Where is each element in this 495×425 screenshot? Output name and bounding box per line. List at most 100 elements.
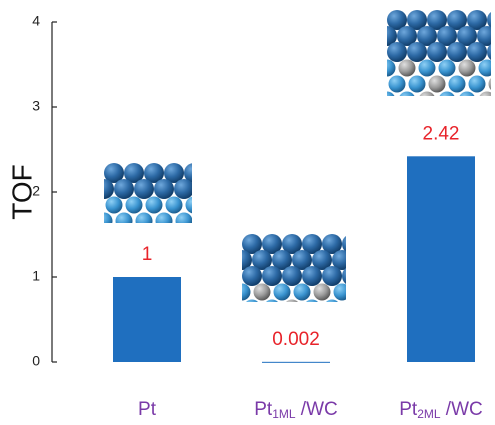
atom	[322, 266, 342, 286]
atom	[262, 234, 282, 254]
atom-cluster	[367, 10, 495, 125]
atom	[478, 59, 491, 77]
atom	[126, 229, 143, 246]
atom	[104, 179, 114, 199]
atom	[387, 26, 397, 46]
atom	[206, 229, 223, 246]
atom	[125, 196, 143, 214]
atom	[145, 196, 163, 214]
atom	[345, 301, 346, 302]
atom	[342, 268, 346, 284]
atom	[418, 59, 436, 77]
atom	[409, 108, 426, 125]
atom	[292, 250, 312, 270]
atom	[333, 283, 346, 301]
atom	[144, 163, 164, 183]
atom	[135, 212, 153, 223]
atom	[86, 229, 103, 246]
atom	[313, 283, 331, 301]
atom	[124, 163, 144, 183]
atom	[427, 42, 447, 62]
atom	[387, 42, 407, 62]
atom	[372, 250, 392, 270]
atom	[245, 299, 259, 302]
x-tick-label: Pt1ML /WC	[254, 399, 338, 421]
atom	[417, 26, 437, 46]
atom	[222, 234, 242, 254]
x-tick-label-part: Pt	[138, 399, 157, 420]
atom	[234, 316, 251, 333]
atom	[437, 26, 457, 46]
x-tick-label-part: Pt	[399, 399, 418, 420]
bar	[262, 361, 330, 363]
atom	[369, 108, 386, 125]
x-tick-label-part: Pt	[254, 399, 273, 420]
atom	[367, 42, 387, 62]
atom	[489, 108, 495, 125]
atom	[253, 283, 271, 301]
atom	[254, 316, 271, 333]
atom	[272, 250, 292, 270]
atom	[305, 299, 319, 302]
atom	[374, 284, 391, 301]
atom	[86, 197, 103, 214]
atom	[487, 12, 491, 28]
atom	[186, 229, 203, 246]
atom	[196, 213, 213, 230]
atom	[154, 179, 174, 199]
atom	[342, 236, 346, 252]
atom	[407, 42, 427, 62]
atom	[449, 108, 466, 125]
atom	[407, 10, 427, 30]
x-tick-label-part: 1ML	[272, 407, 296, 421]
atom-cluster	[222, 234, 392, 333]
atom	[166, 229, 183, 246]
atom	[302, 266, 322, 286]
atom	[322, 234, 342, 254]
atom	[399, 91, 415, 96]
y-tick-label: 3	[32, 98, 40, 114]
atom	[106, 229, 123, 246]
atom	[114, 179, 134, 199]
atom	[206, 197, 223, 214]
x-tick-label-part: /WC	[441, 399, 483, 420]
atom	[374, 316, 391, 333]
atom	[467, 10, 487, 30]
atom	[448, 75, 466, 93]
atom	[427, 10, 447, 30]
atom	[285, 299, 299, 302]
atom	[447, 42, 467, 62]
atom	[397, 26, 417, 46]
atom	[164, 163, 184, 183]
atom	[104, 212, 113, 223]
y-tick-label: 0	[32, 353, 40, 369]
atom	[439, 91, 455, 96]
atom	[457, 26, 477, 46]
x-tick-label-part: /WC	[296, 399, 338, 420]
atom	[467, 42, 487, 62]
data-label: 0.002	[272, 329, 320, 350]
atom	[429, 108, 446, 125]
y-tick-label: 2	[32, 183, 40, 199]
atom	[175, 212, 192, 223]
bar	[407, 156, 475, 362]
atom	[354, 316, 371, 333]
atom	[438, 59, 456, 77]
atom	[408, 75, 426, 93]
atom	[224, 300, 241, 317]
atom	[282, 266, 302, 286]
atom	[312, 250, 332, 270]
x-tick-label-part: 2ML	[417, 407, 441, 421]
atom	[388, 75, 406, 93]
atom	[458, 59, 476, 77]
atom	[242, 234, 262, 254]
atom	[165, 196, 183, 214]
atom	[242, 283, 251, 301]
atom	[364, 300, 381, 317]
atom	[468, 75, 486, 93]
atom	[479, 91, 491, 96]
atom	[134, 179, 154, 199]
atom	[362, 234, 382, 254]
atom	[487, 44, 491, 60]
atom	[367, 10, 387, 30]
